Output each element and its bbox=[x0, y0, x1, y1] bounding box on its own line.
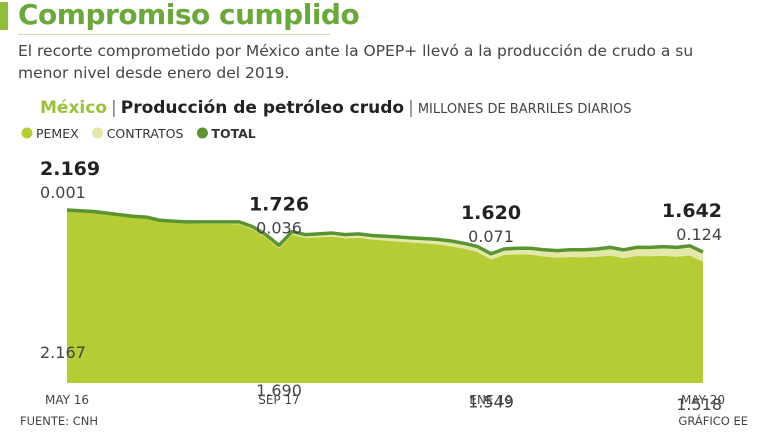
accent-bar bbox=[0, 2, 8, 30]
chart-title: Producción de petróleo crudo bbox=[120, 98, 405, 118]
source: FUENTE: CNH bbox=[20, 414, 98, 428]
legend-label: TOTAL bbox=[211, 126, 255, 141]
legend-label: PEMEX bbox=[36, 126, 79, 141]
legend-swatch bbox=[92, 127, 104, 139]
x-tick-label: MAY 16 bbox=[45, 393, 89, 407]
x-tick-label: ENE 19 bbox=[469, 393, 512, 407]
legend-swatch bbox=[196, 127, 208, 139]
chart-header: México | Producción de petróleo crudo | MILL… bbox=[40, 98, 632, 118]
series-label: 1.549 bbox=[468, 392, 514, 411]
series-label: 0.124 bbox=[676, 225, 722, 244]
credit: GRÁFICO EE bbox=[678, 413, 748, 428]
series-label: 0.071 bbox=[468, 227, 514, 246]
legend-label: CONTRATOS bbox=[107, 126, 184, 141]
x-tick-label: SEP 17 bbox=[258, 393, 300, 407]
total-label: 1.620 bbox=[461, 202, 521, 224]
area bbox=[67, 210, 703, 383]
x-tick-label: MAY 20 bbox=[681, 393, 725, 407]
total-label: 2.169 bbox=[40, 158, 100, 180]
series-label: 0.001 bbox=[40, 183, 86, 202]
subtitle: El recorte comprometido por México ante … bbox=[18, 42, 694, 82]
series-label: 0.036 bbox=[256, 218, 302, 237]
line bbox=[66, 208, 704, 256]
legend-swatch bbox=[21, 127, 33, 139]
chart-unit: MILLONES DE BARRILES DIARIOS bbox=[417, 102, 632, 117]
series-label: 2.167 bbox=[40, 343, 86, 362]
page-title: Compromiso cumplido bbox=[18, 0, 360, 31]
series-label: 1.690 bbox=[256, 381, 302, 400]
chart-region: México bbox=[40, 98, 107, 118]
title-rule bbox=[18, 34, 330, 35]
total-label: 1.642 bbox=[662, 200, 722, 222]
total-label: 1.726 bbox=[249, 193, 309, 215]
series-label: 1.518 bbox=[676, 395, 722, 414]
